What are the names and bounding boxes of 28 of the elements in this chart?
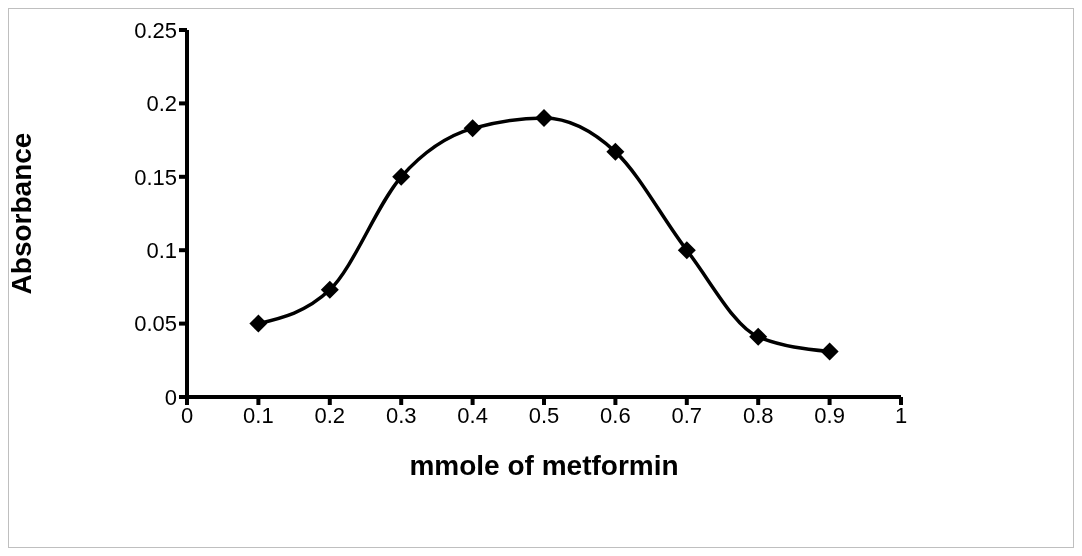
point — [535, 109, 553, 128]
x-tick-label: 0.1 — [243, 402, 274, 428]
x-tick-label: 0.8 — [742, 402, 774, 428]
x-tick-label: 0.3 — [385, 402, 417, 428]
x-axis-title: mmole of metformin — [409, 450, 679, 481]
x-tick-label: 1 — [894, 402, 908, 428]
y-tick-label: 0.2 — [146, 91, 177, 117]
point — [392, 167, 411, 186]
x-tick-label: 0.9 — [814, 402, 845, 428]
y-tick-label: 0 — [164, 384, 177, 410]
y-tick-label: 0.15 — [134, 164, 177, 190]
y-tick-label: 0.1 — [146, 238, 177, 264]
point — [820, 342, 839, 361]
point — [749, 327, 768, 346]
y-axis-title: Absorbance — [5, 132, 37, 295]
x-tick-label: 0 — [180, 402, 194, 428]
x-tick-label: 0.2 — [314, 402, 346, 428]
x-tick-label: 0.6 — [600, 402, 631, 428]
x-tick-label: 0.4 — [457, 402, 488, 428]
point — [320, 280, 339, 299]
x-tick-label: 0.7 — [671, 402, 703, 428]
y-tick-label: 0.25 — [134, 17, 177, 43]
point — [249, 314, 268, 333]
point — [677, 241, 696, 260]
point — [463, 119, 482, 138]
y-tick-label: 0.05 — [134, 311, 177, 337]
point — [606, 142, 625, 161]
x-tick-label: 0.5 — [528, 402, 560, 428]
